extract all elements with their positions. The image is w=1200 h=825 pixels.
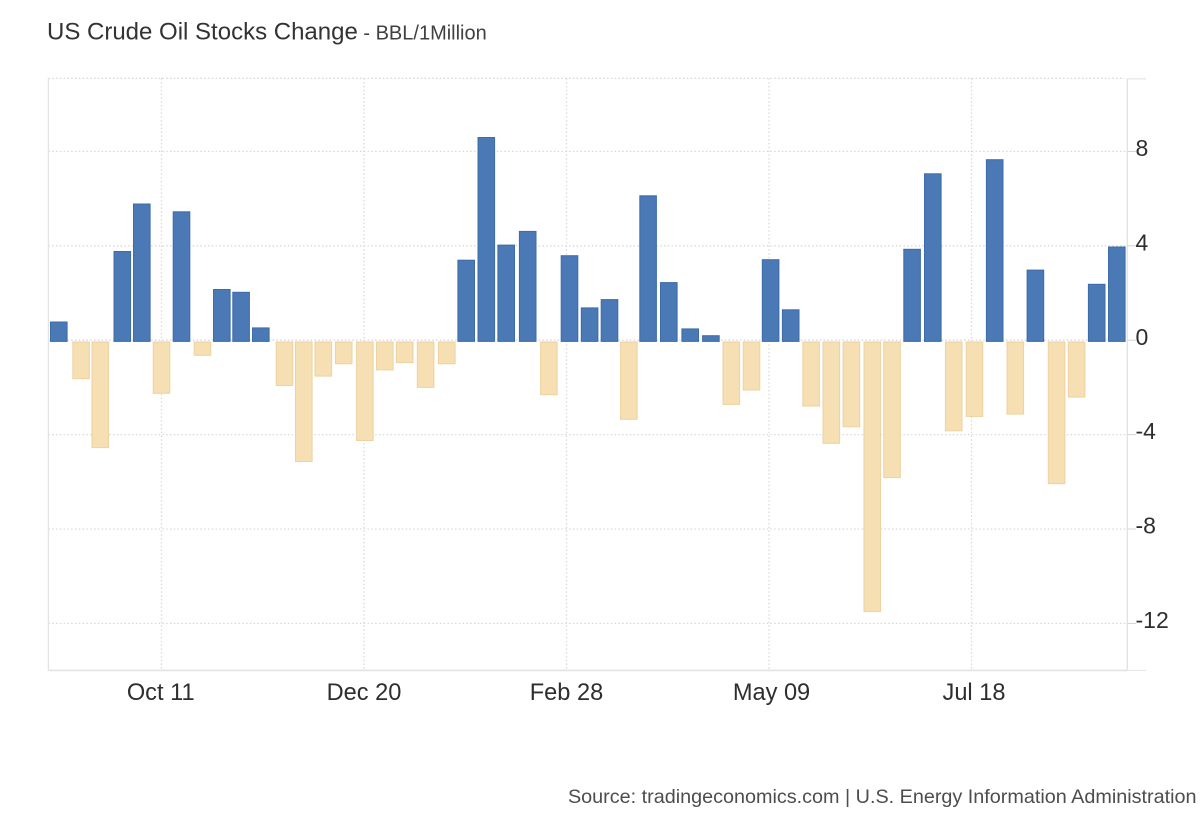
svg-text:-12: -12 [1136, 607, 1169, 633]
svg-text:-4: -4 [1136, 418, 1157, 444]
svg-text:0: 0 [1136, 324, 1149, 350]
svg-text:-8: -8 [1136, 513, 1156, 539]
svg-text:Dec 20: Dec 20 [327, 680, 402, 706]
svg-text:Source: tradingeconomics.com |: Source: tradingeconomics.com | U.S. Ener… [568, 786, 1197, 808]
svg-text:4: 4 [1136, 229, 1149, 255]
svg-text:May 09: May 09 [733, 680, 810, 706]
svg-text:Jul 18: Jul 18 [943, 680, 1006, 706]
svg-text:Oct 11: Oct 11 [127, 680, 195, 706]
svg-text:US Crude Oil Stocks Change - B: US Crude Oil Stocks Change - BBL/1Millio… [47, 18, 487, 45]
svg-text:Feb 28: Feb 28 [530, 680, 603, 706]
svg-text:8: 8 [1136, 135, 1149, 161]
